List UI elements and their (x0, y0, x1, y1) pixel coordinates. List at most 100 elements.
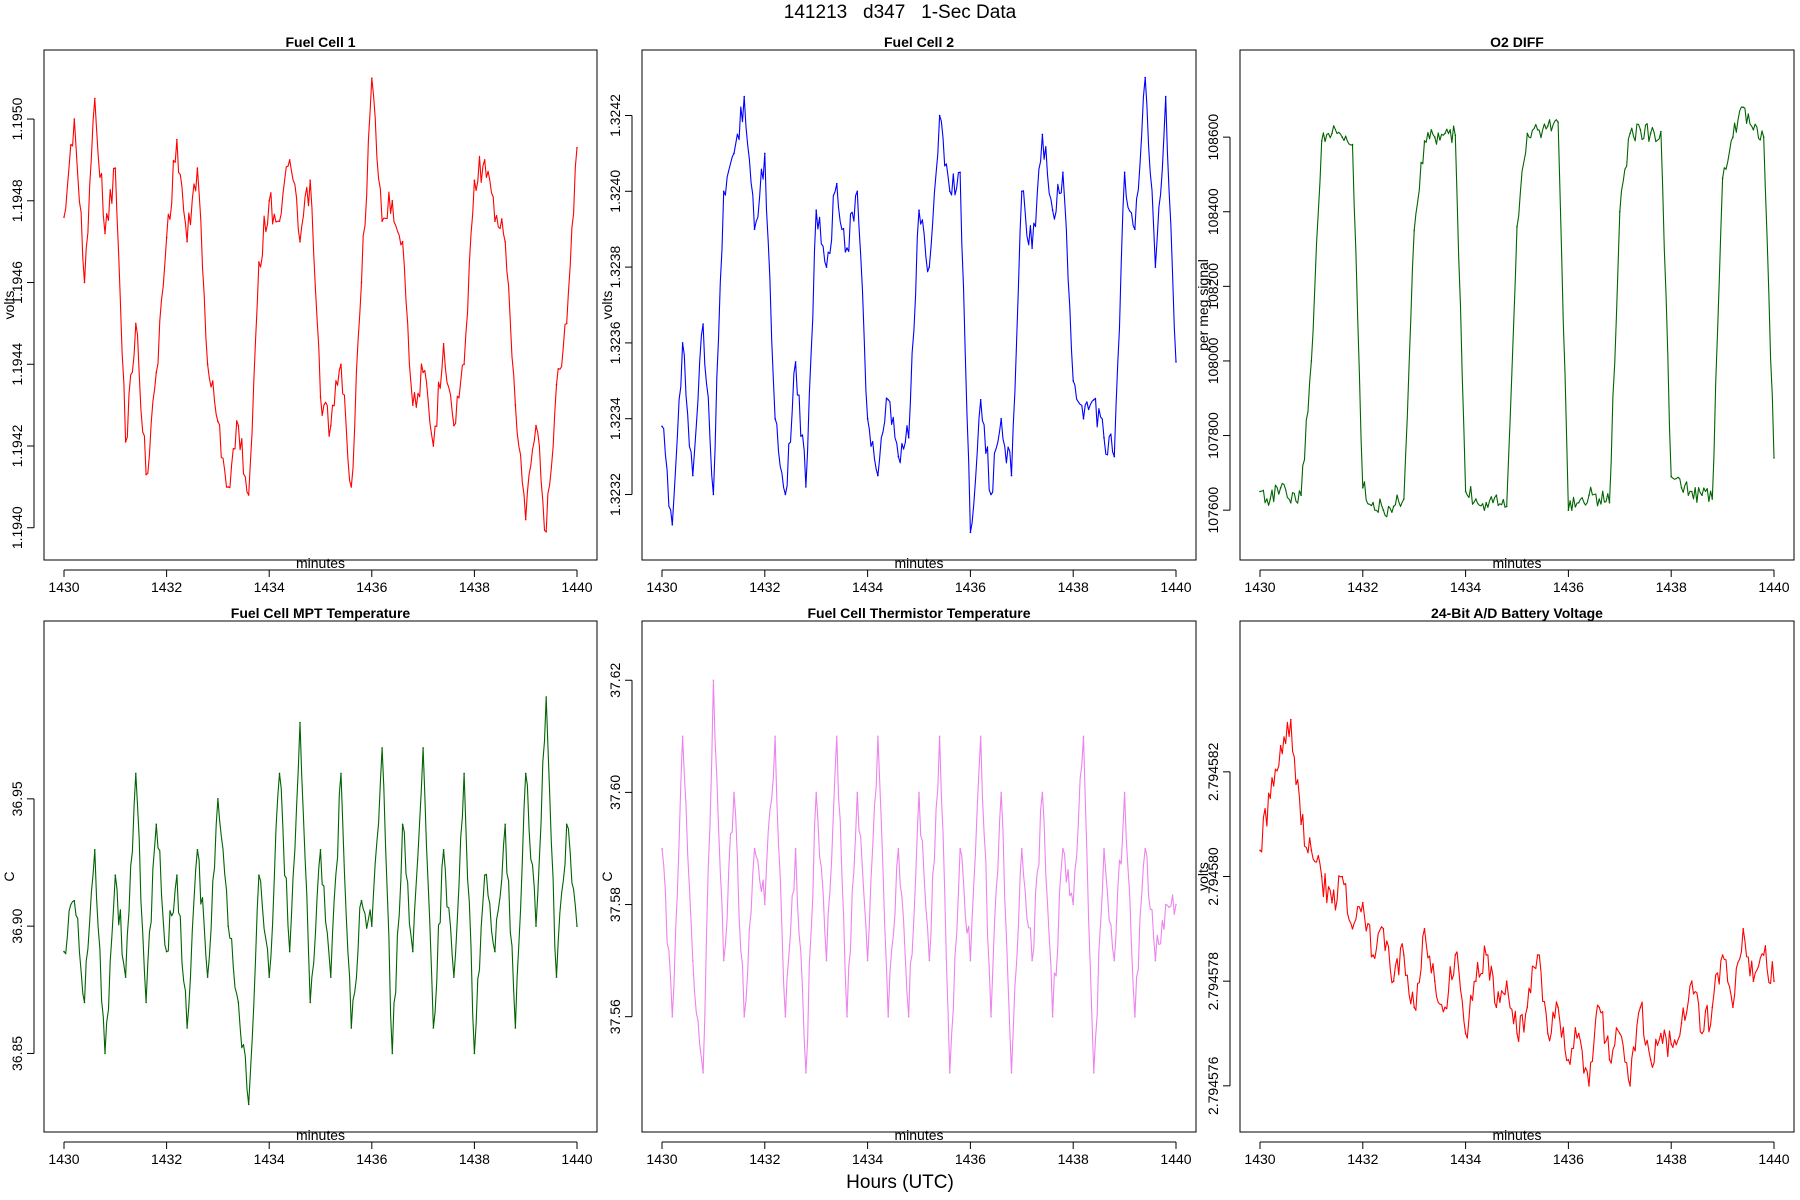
data-point (959, 171, 961, 174)
data-point (1113, 959, 1116, 962)
data-point (1051, 209, 1054, 211)
x-tick-label: 1432 (749, 579, 780, 595)
data-point (258, 874, 260, 876)
data-point (483, 874, 486, 876)
data-point (453, 424, 455, 427)
data-point (712, 679, 715, 682)
y-tick-label: 2.794582 (1205, 742, 1221, 801)
data-point (299, 240, 301, 243)
x-tick-label: 1432 (749, 1151, 780, 1167)
data-point (1464, 1032, 1467, 1035)
data-series-line (661, 679, 1177, 1074)
y-axis-label: per meg signal (1195, 259, 1211, 351)
y-tick-label: 1.1942 (9, 424, 25, 467)
data-point (176, 138, 178, 141)
data-point (1103, 847, 1105, 850)
data-point (1619, 1032, 1621, 1035)
data-point (938, 735, 941, 738)
data-point (753, 847, 756, 850)
data-point (535, 925, 537, 927)
data-point (186, 240, 188, 243)
y-tick-label: 37.56 (607, 999, 623, 1034)
data-point (1051, 1015, 1054, 1018)
y-tick-label: 1.1944 (9, 343, 25, 386)
data-point (494, 220, 496, 222)
figure-title: 141213 d347 1-Sec Data (783, 2, 1017, 23)
data-point (309, 1001, 312, 1004)
data-point (524, 518, 527, 521)
data-point (1072, 380, 1074, 382)
data-point (1557, 1006, 1559, 1009)
data-point (969, 531, 972, 534)
x-axis-label: minutes (1492, 555, 1541, 571)
x-axis-label: minutes (296, 1127, 345, 1143)
x-tick-label: 1436 (356, 579, 387, 595)
x-tick-label: 1430 (1244, 1151, 1275, 1167)
data-point (514, 1027, 517, 1029)
y-tick-label: 108000 (1205, 337, 1221, 384)
data-point (145, 1001, 147, 1004)
data-point (866, 959, 869, 962)
data-point (1031, 959, 1033, 962)
data-point (1392, 980, 1395, 982)
data-point (692, 474, 694, 477)
y-axis-label: C (599, 871, 615, 881)
data-point (196, 849, 199, 851)
data-point (805, 1072, 807, 1074)
x-tick-label: 1440 (1160, 1151, 1191, 1167)
x-tick-label: 1438 (1058, 1151, 1089, 1167)
y-tick-label: 2.794578 (1205, 952, 1221, 1011)
data-point (1154, 266, 1157, 268)
data-point (114, 874, 117, 876)
y-tick-label: 1.3232 (607, 473, 623, 516)
data-point (258, 261, 260, 263)
data-point (1093, 399, 1095, 401)
data-point (360, 281, 363, 284)
data-point (753, 228, 756, 230)
data-point (83, 281, 86, 284)
data-point (278, 772, 281, 775)
data-point (1721, 954, 1724, 956)
chart-panel-3: O2 DIFF 1430 1432 1434 1436 1438 1440 minutes 10… (1195, 34, 1795, 595)
data-point (1331, 132, 1333, 135)
data-point (1660, 130, 1662, 133)
y-tick-label: 37.62 (607, 663, 623, 698)
data-point (576, 146, 578, 149)
chart-panel-1: Fuel Cell 1 1430 1432 1434 1436 1438 1440 minut… (1, 34, 598, 595)
data-point (442, 849, 445, 851)
data-point (104, 232, 106, 235)
data-point (702, 323, 704, 325)
data-point (1547, 125, 1549, 127)
data-series-line (661, 77, 1177, 533)
data-point (483, 159, 486, 161)
x-tick-label: 1430 (646, 1151, 677, 1167)
data-point (1144, 76, 1146, 79)
data-point (494, 950, 496, 953)
data-point (1536, 954, 1539, 956)
data-point (897, 847, 900, 850)
data-point (1752, 128, 1755, 131)
data-point (1588, 494, 1590, 497)
figure-x-axis-label: Hours (UTC) (846, 1172, 954, 1193)
x-tick-label: 1438 (1058, 579, 1089, 595)
x-tick-label: 1434 (254, 1151, 285, 1167)
data-point (1123, 791, 1126, 794)
data-point (1413, 1006, 1415, 1009)
data-point (764, 152, 766, 155)
data-point (1701, 494, 1703, 497)
data-point (104, 1052, 106, 1055)
data-point (1082, 735, 1085, 738)
data-point (1434, 136, 1436, 138)
data-point (1588, 1085, 1590, 1087)
data-point (1320, 140, 1323, 142)
data-point (442, 343, 445, 345)
data-point (1464, 490, 1467, 493)
data-point (463, 772, 465, 775)
data-point (453, 976, 455, 978)
x-tick-label: 1436 (1553, 1151, 1584, 1167)
data-point (1062, 847, 1064, 850)
y-axis-label: volts (1195, 862, 1211, 891)
data-point (1279, 744, 1282, 747)
data-point (1134, 228, 1136, 230)
data-point (897, 455, 900, 458)
